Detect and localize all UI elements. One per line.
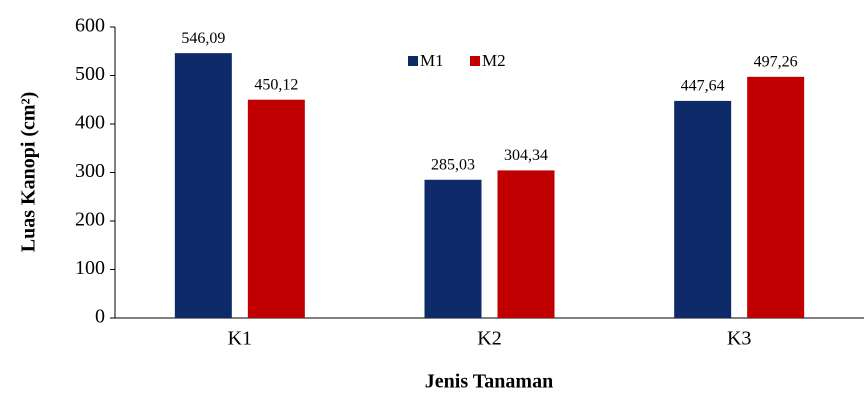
legend-swatch	[408, 56, 418, 66]
y-tick-label: 500	[75, 63, 105, 85]
legend-label: M1	[420, 51, 444, 70]
y-tick-label: 600	[75, 15, 105, 37]
x-tick-label: K1	[228, 328, 252, 350]
bar	[674, 100, 732, 319]
legend-swatch	[470, 56, 480, 66]
y-tick-label: 0	[95, 306, 105, 328]
value-label: 450,12	[254, 76, 298, 93]
x-tick-label: K3	[727, 328, 751, 350]
bar	[174, 53, 232, 318]
x-tick-label: K2	[477, 328, 501, 350]
value-label: 497,26	[754, 54, 798, 71]
value-label: 447,64	[681, 78, 725, 95]
bar	[747, 76, 805, 318]
bar	[497, 170, 555, 318]
bar	[247, 99, 305, 318]
value-label: 546,09	[181, 30, 225, 47]
y-tick-label: 100	[75, 257, 105, 279]
y-axis-label: Luas Kanopi (cm²)	[18, 92, 40, 252]
value-label: 304,34	[504, 147, 548, 164]
y-tick-label: 300	[75, 160, 105, 182]
bar	[424, 179, 482, 318]
y-tick-label: 200	[75, 209, 105, 231]
legend-label: M2	[482, 51, 506, 70]
y-tick-label: 400	[75, 112, 105, 134]
x-axis-label: Jenis Tanaman	[425, 371, 553, 393]
value-label: 285,03	[431, 156, 475, 173]
